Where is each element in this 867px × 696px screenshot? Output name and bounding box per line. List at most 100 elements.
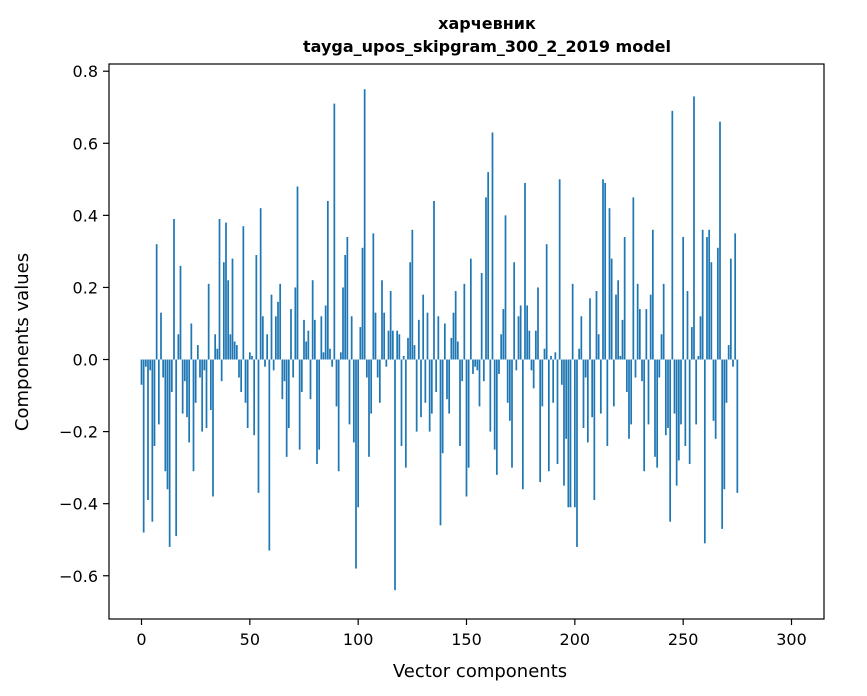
bar-203 — [580, 316, 583, 360]
bar-106 — [370, 359, 373, 414]
bar-167 — [502, 309, 505, 360]
bar-143 — [450, 337, 453, 360]
y-tick-label: 0.2 — [73, 278, 98, 297]
bar-191 — [554, 352, 557, 360]
bar-237 — [654, 359, 656, 457]
bar-117 — [394, 359, 396, 591]
bar-111 — [381, 280, 383, 360]
bar-130 — [422, 294, 425, 360]
bar-232 — [643, 359, 646, 472]
bar-77 — [307, 330, 310, 360]
bar-62 — [274, 316, 277, 360]
bar-154 — [474, 359, 477, 367]
bar-188 — [547, 359, 550, 472]
x-axis-label: Vector components — [393, 661, 567, 682]
bar-78 — [309, 359, 312, 400]
bar-48 — [244, 359, 247, 403]
bar-274 — [734, 233, 737, 360]
bar-90 — [335, 359, 338, 407]
bar-0 — [140, 359, 143, 385]
bar-177 — [524, 182, 526, 360]
bar-224 — [625, 359, 628, 392]
bar-37 — [220, 359, 223, 382]
bar-275 — [736, 359, 739, 493]
bar-122 — [404, 359, 407, 468]
bar-157 — [480, 273, 483, 360]
bar-238 — [656, 359, 659, 468]
bar-97 — [350, 316, 353, 360]
bar-244 — [669, 359, 672, 522]
bar-220 — [617, 280, 620, 360]
bar-183 — [537, 287, 539, 360]
bar-202 — [578, 348, 581, 360]
bar-126 — [413, 345, 416, 360]
bar-260 — [703, 359, 706, 544]
bar-49 — [246, 359, 249, 428]
bar-67 — [285, 359, 288, 457]
bar-107 — [372, 233, 375, 360]
bar-243 — [667, 359, 669, 428]
bar-225 — [628, 359, 630, 439]
bar-196 — [565, 359, 568, 439]
bar-272 — [729, 258, 732, 360]
bar-146 — [456, 341, 459, 360]
bars-group — [140, 89, 739, 591]
bar-51 — [251, 355, 253, 360]
bar-65 — [281, 359, 284, 400]
bar-57 — [264, 359, 266, 367]
bar-251 — [684, 359, 687, 447]
bar-149 — [463, 283, 466, 360]
bar-81 — [316, 359, 318, 465]
bar-160 — [487, 172, 490, 360]
bar-26 — [196, 345, 199, 360]
bar-108 — [374, 312, 377, 360]
bar-64 — [279, 283, 282, 360]
bar-197 — [567, 359, 570, 508]
bar-40 — [227, 280, 230, 360]
bar-176 — [521, 359, 524, 490]
bar-200 — [573, 359, 576, 508]
bar-264 — [712, 359, 715, 421]
bar-246 — [673, 359, 676, 414]
bar-198 — [569, 359, 572, 508]
x-tick-label: 250 — [668, 630, 699, 649]
bar-156 — [478, 359, 481, 407]
bar-248 — [677, 359, 680, 461]
bar-7 — [155, 244, 158, 360]
bar-95 — [346, 236, 349, 360]
bar-217 — [610, 258, 613, 360]
bar-28 — [201, 359, 204, 432]
bar-6 — [153, 359, 156, 447]
bar-259 — [701, 229, 704, 360]
bar-72 — [296, 186, 299, 360]
bar-103 — [363, 89, 366, 360]
bar-52 — [253, 359, 256, 436]
bar-242 — [664, 359, 667, 436]
bar-73 — [298, 359, 301, 450]
x-tick-label: 150 — [451, 630, 482, 649]
bar-128 — [417, 319, 420, 360]
bar-20 — [183, 359, 186, 382]
bar-227 — [632, 197, 635, 360]
bar-186 — [543, 348, 546, 360]
bar-240 — [660, 334, 663, 360]
bar-222 — [621, 319, 624, 360]
bar-125 — [411, 229, 414, 360]
bar-17 — [177, 334, 180, 360]
bar-42 — [231, 258, 234, 360]
bar-265 — [714, 359, 717, 439]
bar-226 — [630, 359, 633, 425]
bar-14 — [170, 359, 173, 392]
bar-136 — [435, 359, 438, 392]
bar-39 — [225, 222, 227, 360]
bar-219 — [615, 294, 617, 360]
bar-138 — [439, 359, 442, 526]
bar-82 — [318, 359, 321, 450]
bar-268 — [721, 359, 724, 529]
bar-31 — [207, 283, 210, 360]
bar-162 — [491, 132, 494, 360]
bar-120 — [400, 359, 403, 447]
bar-208 — [591, 359, 594, 418]
bar-201 — [576, 359, 578, 547]
